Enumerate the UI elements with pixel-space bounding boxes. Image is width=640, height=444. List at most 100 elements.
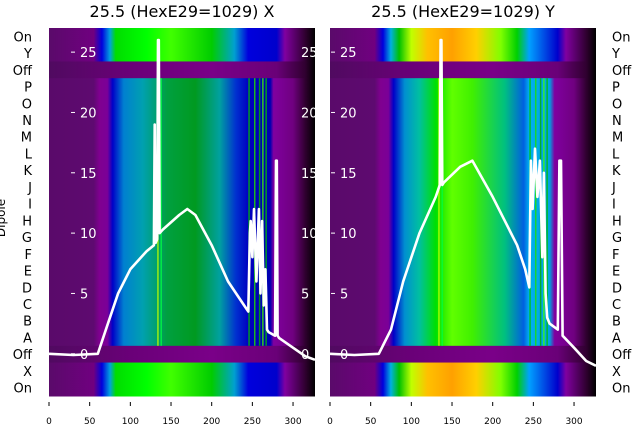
y-axis-label: Dipole (0, 199, 8, 237)
row-label: G (22, 231, 32, 246)
overlay-tick-label-right: 25 (301, 46, 318, 61)
heatmap-row (330, 362, 596, 380)
overlay-tick-label: 15 (80, 167, 97, 182)
row-label: I (28, 198, 32, 213)
overlay-tick-label-right: 20 (301, 106, 318, 121)
overlay-tick-label-right: 15 (301, 167, 318, 182)
row-label: Off (13, 64, 33, 79)
row-label: P (612, 81, 620, 96)
row-label: Off (612, 64, 632, 79)
heatmap-row (330, 228, 596, 246)
overlay-tick-label: 10 (80, 227, 97, 242)
x-tick-label: 250 (525, 417, 542, 427)
row-label: P (24, 81, 32, 96)
row-label: B (612, 315, 621, 330)
panel-y: 25.5 (HexE29=1029) Y On Y Off PONMLKJIHGFED… (327, 2, 632, 427)
row-label: On (14, 30, 32, 45)
row-label: K (612, 164, 621, 179)
heatmap-row (330, 295, 596, 313)
row-label: J (27, 181, 32, 196)
overlay-line (329, 38, 597, 367)
panel-title: 25.5 (HexE29=1029) X (90, 2, 275, 21)
heatmap-streak (262, 78, 264, 346)
row-label: E (612, 265, 620, 280)
row-label: B (23, 315, 32, 330)
heatmap-row (49, 345, 315, 364)
row-label: E (24, 265, 32, 280)
overlay-tick-label-right: 5 (301, 287, 309, 302)
overlay-tick-label: 25 (340, 46, 357, 61)
overlay-tick-label: 20 (80, 106, 97, 121)
heatmap-row (49, 145, 315, 163)
x-tick-label: 200 (484, 417, 501, 427)
row-label: C (23, 298, 32, 313)
heatmap-streak (160, 78, 162, 346)
row-label: A (23, 331, 32, 346)
x-tick-label: 100 (403, 417, 420, 427)
overlay-tick-label: 20 (340, 106, 357, 121)
x-tick-label: 50 (365, 417, 377, 427)
row-label: N (612, 114, 622, 129)
row-label: H (22, 214, 32, 229)
x-tick-label: 300 (565, 417, 582, 427)
heatmap-row (330, 28, 596, 46)
heatmap-streak (265, 78, 267, 346)
heatmap-streak (248, 78, 250, 346)
heatmap-row (330, 278, 596, 297)
row-label: On (14, 382, 32, 397)
row-label: M (612, 131, 623, 146)
heatmap-row (49, 362, 315, 380)
heatmap-streak (546, 78, 548, 346)
heatmap-row (330, 345, 596, 364)
heatmap-row (330, 178, 596, 196)
heatmap-row (330, 78, 596, 96)
row-label: Off (13, 348, 33, 363)
row-label: O (612, 97, 622, 112)
heatmap-streak (534, 78, 537, 346)
heatmap-streak (441, 78, 443, 346)
overlay-tick-label: 5 (80, 287, 88, 302)
overlay-tick-label: 5 (340, 287, 348, 302)
row-label: On (612, 382, 630, 397)
row-label: F (25, 248, 32, 263)
overlay-line (48, 38, 316, 362)
x-tick-label: 50 (84, 417, 96, 427)
row-label: L (25, 147, 33, 162)
heatmap-row (330, 262, 596, 280)
row-label: M (21, 131, 32, 146)
heatmap-row (49, 379, 315, 397)
row-label: G (612, 231, 622, 246)
row-label: Y (23, 47, 32, 62)
heatmap-row (330, 111, 596, 129)
row-label: K (23, 164, 32, 179)
heatmap-row (49, 28, 315, 46)
panel-title: 25.5 (HexE29=1029) Y (371, 2, 555, 21)
heatmap-row (49, 61, 315, 79)
row-label: C (612, 298, 621, 313)
heatmap-row (49, 78, 315, 96)
row-label: A (612, 331, 621, 346)
overlay-tick-label: 15 (340, 167, 357, 182)
row-label: Off (612, 348, 632, 363)
row-label: I (612, 198, 616, 213)
overlay-tick-label: 25 (80, 46, 97, 61)
row-label: F (612, 248, 619, 263)
x-tick-label: 150 (162, 417, 179, 427)
x-tick-label: 150 (443, 417, 460, 427)
row-label: O (22, 97, 32, 112)
heatmap-row (49, 44, 315, 62)
x-tick-label: 0 (327, 417, 333, 427)
x-tick-label: 200 (203, 417, 220, 427)
heatmap-row (330, 44, 596, 62)
x-tick-label: 250 (244, 417, 261, 427)
overlay-tick-label: 10 (340, 227, 357, 242)
row-label: N (22, 114, 32, 129)
x-tick-label: 300 (284, 417, 301, 427)
overlay-tick-label-right: 10 (301, 227, 318, 242)
heatmap-row (330, 245, 596, 263)
heatmap-streak (438, 78, 440, 346)
heatmap-row (330, 61, 596, 79)
heatmap-row (330, 94, 596, 113)
heatmap-row (330, 195, 596, 213)
heatmap-row (330, 128, 596, 146)
